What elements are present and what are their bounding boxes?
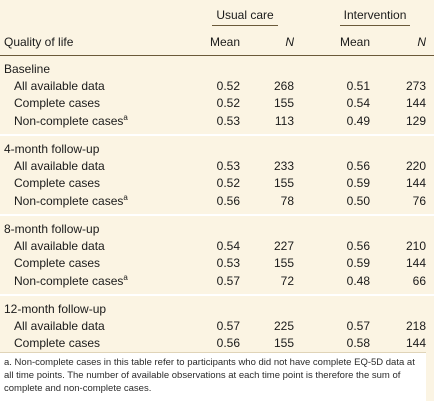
table-row: Complete cases 0.56 155 0.58 144	[0, 334, 434, 351]
usual-care-mean-header: Mean	[188, 29, 246, 56]
row-label-text: Non-complete cases	[14, 193, 124, 208]
row-label-header: Quality of life	[0, 29, 188, 56]
intervention-mean: 0.56	[346, 158, 371, 173]
footnote-marker: a	[123, 272, 128, 282]
section-title: 12-month follow-up	[0, 294, 434, 317]
table-row: Non-complete casesa 0.57 72 0.48 66	[0, 271, 434, 295]
row-label: Complete cases	[0, 174, 188, 191]
row-label-text: Complete cases	[14, 95, 101, 110]
intervention-mean: 0.57	[346, 318, 371, 333]
intervention-mean: 0.56	[346, 238, 371, 253]
usual-care-mean: 0.54	[216, 238, 240, 253]
usual-care-mean: 0.56	[216, 335, 240, 350]
intervention-n: 218	[405, 318, 427, 333]
usual-care-n: 233	[273, 158, 295, 173]
usual-care-n: 72	[280, 273, 295, 288]
intervention-mean: 0.58	[346, 335, 371, 350]
table-row: All available data 0.57 225 0.57 218	[0, 317, 434, 334]
row-label: Complete cases	[0, 254, 188, 271]
usual-care-mean: 0.52	[216, 95, 240, 110]
intervention-n: 273	[405, 78, 427, 93]
usual-care-n-header: N	[246, 29, 303, 56]
intervention-n: 220	[405, 158, 427, 173]
row-label: Non-complete casesa	[0, 111, 188, 135]
row-label: Complete cases	[0, 94, 188, 111]
row-label: Complete cases	[0, 334, 188, 351]
table-row: Complete cases 0.52 155 0.59 144	[0, 174, 434, 191]
table-row: Non-complete casesa 0.56 78 0.50 76	[0, 191, 434, 215]
row-label-text: Non-complete cases	[14, 113, 124, 128]
row-label: All available data	[0, 317, 188, 334]
section-title: 4-month follow-up	[0, 134, 434, 157]
usual-care-n: 227	[273, 238, 295, 253]
section-header-row: 8-month follow-up	[0, 214, 434, 237]
usual-care-n: 225	[273, 318, 295, 333]
table-row: All available data 0.52 268 0.51 273	[0, 77, 434, 94]
row-label-text: All available data	[14, 238, 105, 253]
table-row: All available data 0.54 227 0.56 210	[0, 237, 434, 254]
row-label: All available data	[0, 237, 188, 254]
row-label-text: Complete cases	[14, 335, 101, 350]
row-label-text: Complete cases	[14, 255, 101, 270]
usual-care-n: 155	[273, 175, 295, 190]
section-title: 8-month follow-up	[0, 214, 434, 237]
intervention-n: 144	[405, 255, 427, 270]
row-label: All available data	[0, 77, 188, 94]
intervention-n: 144	[405, 335, 427, 350]
intervention-n: 210	[405, 238, 427, 253]
table-row: Non-complete casesa 0.53 113 0.49 129	[0, 111, 434, 135]
row-label-text: Non-complete cases	[14, 273, 124, 288]
row-label-text: All available data	[14, 78, 105, 93]
usual-care-n: 155	[273, 95, 295, 110]
usual-care-mean: 0.57	[216, 273, 240, 288]
intervention-mean: 0.49	[346, 113, 371, 128]
usual-care-mean: 0.52	[216, 78, 240, 93]
intervention-n: 66	[412, 273, 427, 288]
intervention-mean: 0.54	[346, 95, 371, 110]
usual-care-n: 113	[274, 113, 295, 128]
section-header-row: 4-month follow-up	[0, 134, 434, 157]
usual-care-n: 155	[273, 255, 295, 270]
usual-care-mean: 0.56	[216, 193, 240, 208]
intervention-mean-header: Mean	[316, 29, 377, 56]
table-row: Complete cases 0.52 155 0.54 144	[0, 94, 434, 111]
intervention-n: 144	[405, 95, 427, 110]
row-label-text: All available data	[14, 318, 105, 333]
footnote-marker: a	[123, 112, 128, 122]
row-label-text: Complete cases	[14, 175, 101, 190]
quality-of-life-table: Usual care Intervention Quality of life …	[0, 0, 434, 375]
row-label: Non-complete casesa	[0, 191, 188, 215]
intervention-n: 144	[405, 175, 427, 190]
intervention-mean: 0.50	[346, 193, 371, 208]
table-body: Baseline All available data 0.52 268 0.51 273…	[0, 56, 434, 375]
section-title: Baseline	[4, 62, 51, 76]
group-header-intervention: Intervention	[316, 0, 434, 29]
section-header-row: Baseline	[0, 56, 434, 78]
usual-care-mean: 0.53	[216, 113, 240, 128]
usual-care-mean: 0.53	[216, 255, 240, 270]
table-footnote: a. Non-complete cases in this table refe…	[0, 352, 426, 401]
section-header-row: 12-month follow-up	[0, 294, 434, 317]
usual-care-n: 155	[273, 335, 295, 350]
table-row: All available data 0.53 233 0.56 220	[0, 157, 434, 174]
group-header-usual-care: Usual care	[188, 0, 302, 29]
intervention-n: 76	[412, 193, 427, 208]
usual-care-mean: 0.57	[216, 318, 240, 333]
intervention-mean: 0.59	[346, 175, 371, 190]
intervention-mean: 0.59	[346, 255, 371, 270]
row-label: Non-complete casesa	[0, 271, 188, 295]
footnote-marker: a	[123, 192, 128, 202]
usual-care-n: 78	[280, 193, 295, 208]
row-label: All available data	[0, 157, 188, 174]
usual-care-mean: 0.52	[216, 175, 240, 190]
intervention-mean: 0.51	[346, 78, 371, 93]
intervention-n-header: N	[376, 29, 434, 56]
usual-care-n: 268	[273, 78, 295, 93]
usual-care-mean: 0.53	[216, 158, 240, 173]
intervention-n: 129	[405, 113, 427, 128]
intervention-mean: 0.48	[346, 273, 371, 288]
row-label-text: All available data	[14, 158, 105, 173]
table-row: Complete cases 0.53 155 0.59 144	[0, 254, 434, 271]
